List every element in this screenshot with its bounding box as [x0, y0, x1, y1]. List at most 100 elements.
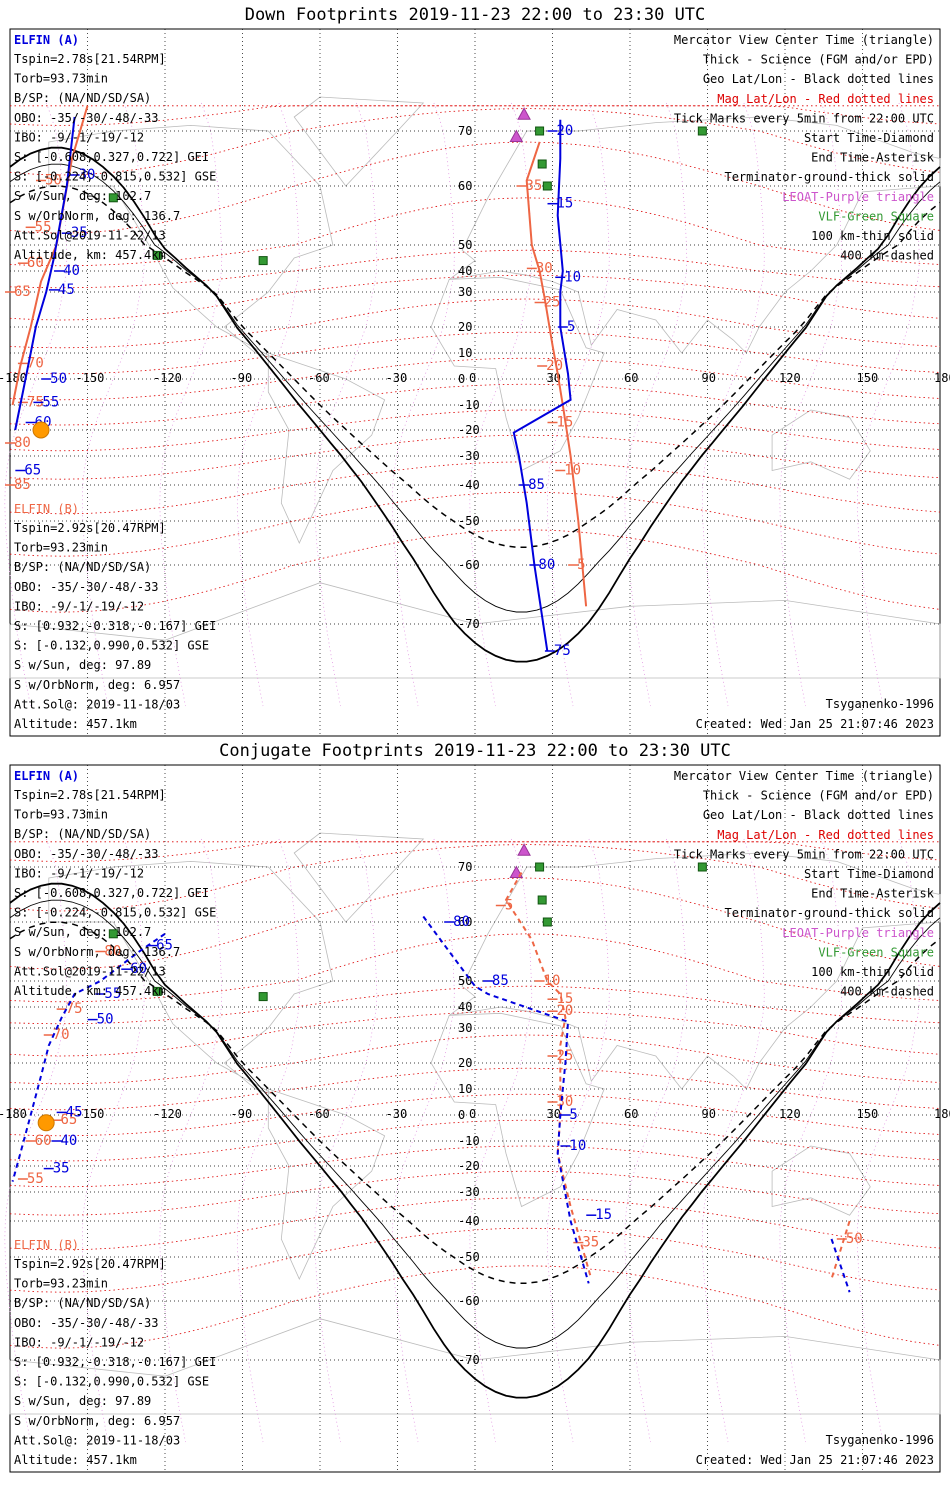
legend-item: Mercator View Center Time (triangle) — [674, 33, 934, 47]
elfin-b-tick-label: 5 — [577, 557, 585, 573]
elfin-b-tick-label: 70 — [53, 1027, 70, 1043]
mag-latitude-line — [9, 491, 941, 557]
lat-tick-label: -50 — [458, 1250, 480, 1264]
lat-tick-label: 0 — [458, 1108, 465, 1122]
elfin-b-track — [525, 141, 588, 607]
lon-tick-label: 0 — [469, 1107, 476, 1121]
elfin-b-tick-label: 80 — [14, 435, 31, 451]
mag-latitude-line — [9, 461, 941, 515]
panel-title-conjugate: Conjugate Footprints 2019-11-23 22:00 to… — [219, 741, 731, 761]
mag-latitude-line — [9, 409, 941, 452]
elfin-a-info: IBO: -9/-1/-19/-12 — [14, 866, 144, 880]
elfin-b-info: Att.Sol@: 2019-11-18/03 — [14, 697, 180, 711]
elfin-a-info: Torb=93.73min — [14, 808, 108, 822]
elfin-b-tick-label: 10 — [564, 463, 581, 479]
elfin-b-tick-label: 50 — [846, 1231, 863, 1247]
mag-latitude-line — [9, 434, 941, 480]
mag-latitude-line — [9, 1010, 941, 1057]
elfin-a-tick-label: 50 — [50, 371, 67, 387]
legend-item: Tick Marks every 5min from 22:00 UTC — [674, 847, 934, 861]
elfin-b-info: IBO: -9/-1/-19/-12 — [14, 1335, 144, 1349]
legend-item: Mercator View Center Time (triangle) — [674, 769, 934, 783]
elfin-a-tick-label: 35 — [71, 225, 88, 241]
elfin-b-tick-label: 35 — [582, 1235, 599, 1251]
elfin-b-tick-label: 20 — [557, 1003, 574, 1019]
leoat-triangle — [509, 129, 524, 142]
lon-tick-label: -30 — [386, 1107, 408, 1121]
elfin-b-info: S w/OrbNorm, deg: 6.957 — [14, 678, 180, 692]
elfin-b-tick-label: 55 — [27, 1171, 44, 1187]
elfin-b-info: Torb=93.23min — [14, 1277, 108, 1291]
lon-tick-label: 90 — [702, 1107, 716, 1121]
elfin-a-info: S: [-0.224,-0.815,0.532] GSE — [14, 906, 216, 920]
lat-tick-label: 60 — [458, 915, 472, 929]
legend-item: 400 km-dashed — [840, 249, 934, 263]
elfin-a-tick-label: 10 — [569, 1138, 586, 1154]
elfin-a-name: ELFIN (A) — [14, 769, 79, 783]
lat-tick-label: -30 — [458, 1185, 480, 1199]
lon-tick-label: -60 — [308, 371, 330, 385]
leoat-triangle — [517, 107, 531, 120]
elfin-b-info: OBO: -35/-30/-48/-33 — [14, 580, 159, 594]
legend-item: 100 km-thin solid — [811, 229, 934, 243]
legend-item: End Time-Asterisk — [811, 887, 935, 901]
lon-tick-label: 90 — [702, 371, 716, 385]
lon-tick-label: 150 — [857, 1107, 879, 1121]
elfin-a-tick-label: 35 — [53, 1161, 70, 1177]
lat-tick-label: 20 — [458, 1056, 472, 1070]
coastline-3 — [430, 276, 605, 472]
legend-item: VLF-Green Square — [818, 945, 934, 959]
elfin-b-name: ELFIN (B) — [14, 1238, 79, 1252]
elfin-a-track — [830, 1238, 851, 1293]
coastline-1 — [267, 352, 386, 544]
elfin-b-tick-label: 25 — [557, 1048, 574, 1064]
vlf-square — [152, 986, 162, 996]
lat-tick-label: 50 — [458, 974, 472, 988]
mag-latitude-line — [9, 141, 941, 234]
elfin-a-tick-label: 30 — [79, 167, 96, 183]
vlf-square — [108, 929, 118, 939]
mag-latitude-line — [9, 108, 941, 176]
lon-tick-label: -30 — [386, 371, 408, 385]
legend-item: Tick Marks every 5min from 22:00 UTC — [674, 111, 934, 125]
lat-tick-label: -70 — [458, 1353, 480, 1367]
legend-item: Mag Lat/Lon - Red dotted lines — [717, 92, 934, 106]
elfin-a-tick-label: 85 — [492, 973, 509, 989]
vlf-square — [535, 126, 545, 136]
lon-tick-label: -120 — [153, 371, 182, 385]
elfin-b-tick-label: 85 — [14, 477, 31, 493]
elfin-b-track — [830, 1220, 851, 1280]
terminator-100km — [9, 899, 941, 1349]
legend-item: Thick - Science (FGM and/or EPD) — [703, 789, 934, 803]
legend-item: Start Time-Diamond — [804, 867, 934, 881]
elfin-b-info: S: [-0.132,0.990,0.532] GSE — [14, 1375, 209, 1389]
elfin-a-tick-label: 20 — [557, 123, 574, 139]
elfin-a-tick-label: 65 — [156, 938, 173, 954]
terminator-ground — [9, 882, 941, 1399]
elfin-a-tick-label: 5 — [567, 319, 575, 335]
elfin-b-tick-label: 75 — [66, 1001, 83, 1017]
elfin-a-info: S: [-0.608,0.327,0.722] GEI — [14, 886, 209, 900]
elfin-a-info: Altitude, km: 457.4km — [14, 984, 166, 998]
legend-item: Thick - Science (FGM and/or EPD) — [703, 53, 934, 67]
legend-item: End Time-Asterisk — [811, 151, 935, 165]
mag-latitude-line — [9, 844, 941, 912]
vlf-square — [697, 126, 707, 136]
vlf-square — [108, 193, 118, 203]
vlf-square — [697, 862, 707, 872]
elfin-b-tick-label: 20 — [546, 358, 563, 374]
elfin-b-tick-label: 65 — [61, 1112, 78, 1128]
lat-tick-label: -60 — [458, 1294, 480, 1308]
elfin-b-tick-label: 70 — [27, 355, 44, 371]
lon-tick-label: -150 — [76, 1107, 105, 1121]
elfin-b-info: B/SP: (NA/ND/SD/SA) — [14, 560, 151, 574]
vlf-square — [258, 256, 268, 266]
elfin-a-info: Torb=93.73min — [14, 72, 108, 86]
vlf-square — [535, 862, 545, 872]
created-timestamp: Created: Wed Jan 25 21:07:46 2023 — [696, 1453, 934, 1467]
lon-tick-label: -60 — [308, 1107, 330, 1121]
lon-tick-label: 60 — [624, 1107, 638, 1121]
lon-tick-label: -90 — [231, 1107, 253, 1121]
vlf-square — [537, 895, 547, 905]
elfin-b-info: Altitude: 457.1km — [14, 717, 137, 731]
